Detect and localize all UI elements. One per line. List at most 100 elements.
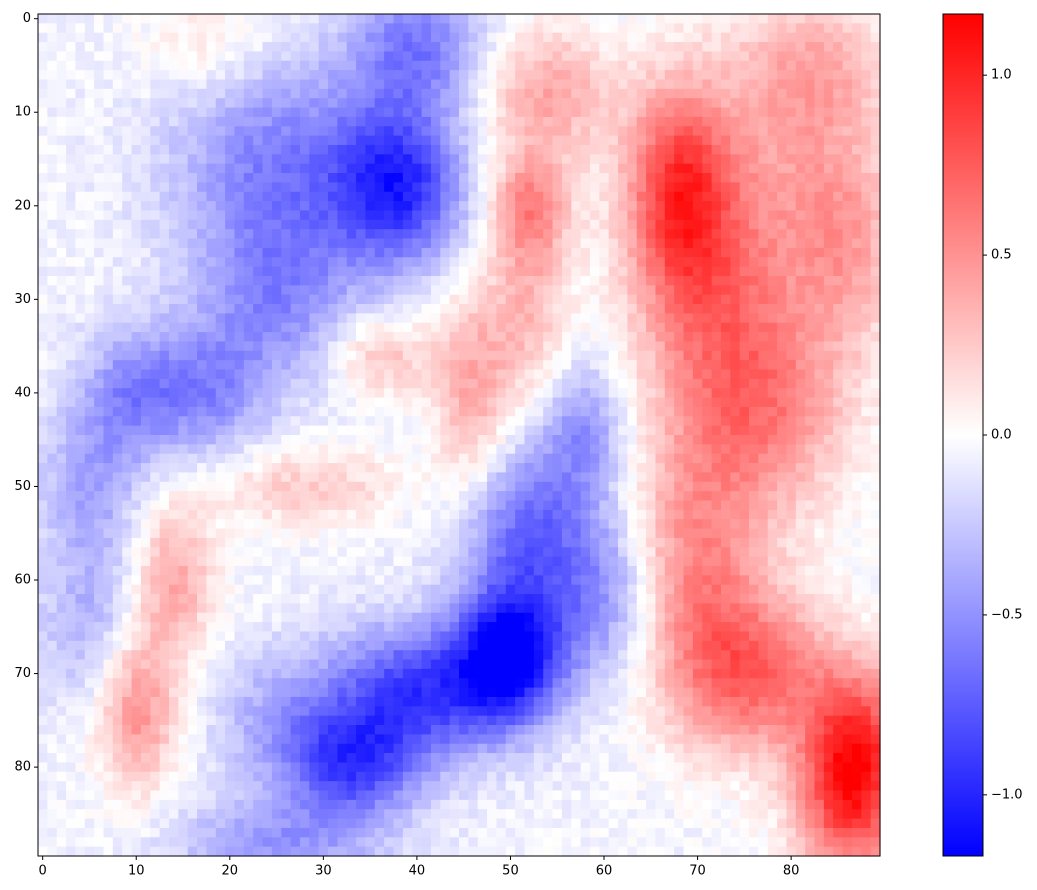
heatmap-cell [384, 257, 395, 268]
heatmap-cell [253, 42, 264, 53]
heatmap-cell [56, 378, 67, 389]
heatmap-cell [243, 98, 254, 109]
heatmap-cell [346, 304, 357, 314]
heatmap-cell [290, 360, 301, 371]
heatmap-cell [459, 444, 469, 455]
heatmap-cell [215, 425, 226, 436]
heatmap-cell [720, 397, 731, 408]
heatmap-cell [140, 500, 151, 511]
heatmap-cell [47, 463, 58, 474]
heatmap-cell [730, 435, 741, 445]
heatmap-cell [206, 463, 217, 474]
heatmap-cell [374, 304, 385, 314]
heatmap-cell [337, 397, 348, 408]
heatmap-cell [692, 322, 703, 333]
heatmap-cell [861, 247, 872, 258]
heatmap-cell [692, 219, 703, 230]
heatmap-cell [187, 107, 198, 118]
heatmap-cell [702, 201, 713, 212]
heatmap-cell [262, 322, 273, 333]
heatmap-cell [309, 144, 320, 155]
heatmap-cell [56, 42, 67, 53]
heatmap-cell [805, 182, 816, 193]
heatmap-cell [140, 191, 151, 202]
heatmap-cell [851, 453, 862, 464]
heatmap-cell [440, 238, 451, 249]
heatmap-cell [197, 116, 207, 127]
heatmap-cell [646, 509, 657, 520]
heatmap-cell [253, 238, 264, 249]
heatmap-cell [646, 463, 657, 474]
heatmap-cell [318, 463, 329, 474]
heatmap-cell [571, 341, 582, 352]
heatmap-cell [412, 519, 423, 530]
heatmap-cell [870, 425, 881, 436]
heatmap-cell [421, 154, 432, 165]
heatmap-cell [571, 481, 582, 492]
heatmap-cell [777, 313, 788, 324]
heatmap-cell [299, 472, 310, 483]
heatmap-cell [430, 444, 441, 455]
heatmap-cell [402, 126, 413, 137]
heatmap-cell [103, 481, 114, 492]
heatmap-cell [159, 294, 170, 305]
heatmap-cell [318, 14, 329, 24]
heatmap-cell [524, 304, 535, 314]
heatmap-cell [861, 341, 872, 352]
heatmap-cell [608, 322, 619, 333]
heatmap-cell [356, 435, 367, 445]
heatmap-cell [168, 332, 179, 343]
heatmap-cell [664, 491, 675, 502]
heatmap-cell [580, 126, 591, 137]
heatmap-cell [805, 88, 816, 99]
heatmap-cell [505, 294, 516, 305]
heatmap-cell [477, 350, 488, 361]
heatmap-cell [122, 425, 133, 436]
heatmap-cell [281, 341, 292, 352]
heatmap-cell [262, 23, 273, 34]
heatmap-cell [140, 444, 151, 455]
heatmap-cell [197, 266, 207, 277]
heatmap-cell [38, 126, 48, 137]
heatmap-cell [421, 247, 432, 258]
heatmap-cell [487, 116, 498, 127]
heatmap-cell [281, 257, 292, 268]
heatmap-cell [664, 378, 675, 389]
heatmap-cell [861, 191, 872, 202]
heatmap-cell [543, 201, 554, 212]
heatmap-cell [496, 444, 507, 455]
heatmap-cell [805, 266, 816, 277]
heatmap-cell [477, 107, 488, 118]
heatmap-cell [206, 144, 217, 155]
heatmap-cell [664, 107, 675, 118]
heatmap-cell [618, 182, 628, 193]
heatmap-cell [356, 257, 367, 268]
heatmap-cell [328, 444, 338, 455]
heatmap-cell [842, 98, 853, 109]
heatmap-cell [664, 154, 675, 165]
heatmap-cell [140, 481, 151, 492]
heatmap-cell [197, 397, 207, 408]
heatmap-cell [421, 472, 432, 483]
heatmap-cell [552, 42, 563, 53]
heatmap-cell [720, 51, 731, 62]
heatmap-cell [711, 332, 722, 343]
heatmap-cell [692, 144, 703, 155]
heatmap-cell [374, 500, 385, 511]
heatmap-cell [664, 425, 675, 436]
heatmap-cell [430, 126, 441, 137]
heatmap-cell [337, 32, 348, 43]
heatmap-cell [122, 360, 133, 371]
heatmap-cell [861, 210, 872, 221]
heatmap-cell [608, 60, 619, 71]
heatmap-cell [56, 88, 67, 99]
heatmap-cell [674, 332, 685, 343]
heatmap-cell [318, 144, 329, 155]
heatmap-cell [234, 444, 245, 455]
heatmap-cell [94, 425, 105, 436]
heatmap-cell [215, 173, 226, 183]
heatmap-cell [589, 154, 600, 165]
heatmap-cell [533, 388, 544, 399]
heatmap-cell [533, 144, 544, 155]
heatmap-cell [749, 229, 759, 240]
